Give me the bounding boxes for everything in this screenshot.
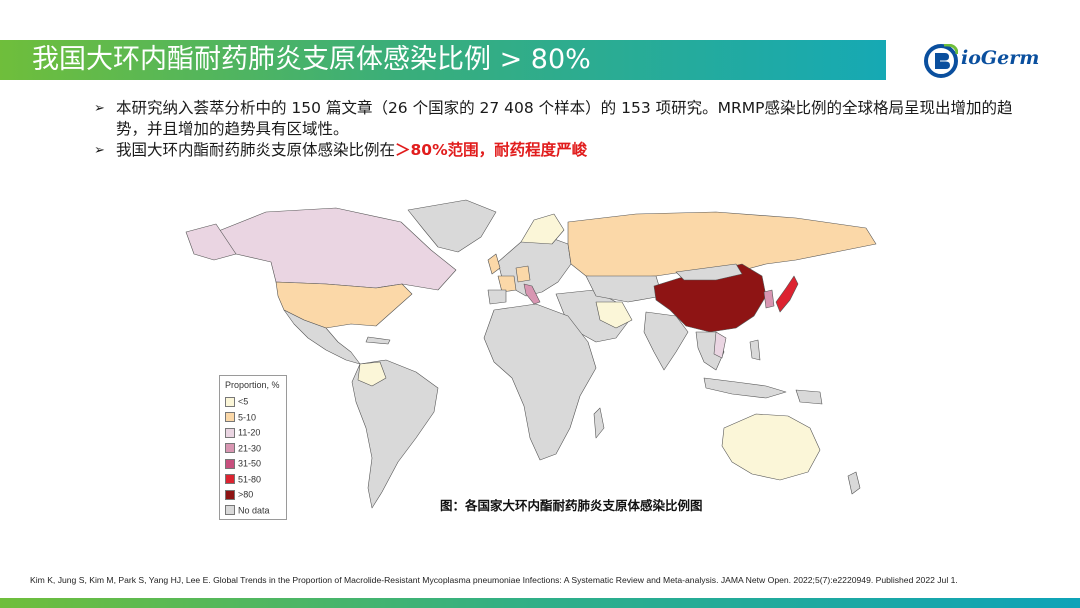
- bullet-text-2: 我国大环内酯耐药肺炎支原体感染比例在: [116, 141, 396, 159]
- legend-label: No data: [238, 505, 270, 516]
- legend-swatch: [225, 396, 235, 407]
- legend-item: 21-30: [225, 443, 261, 455]
- legend-item: 11-20: [225, 427, 260, 439]
- arrow-bullet-icon: ➢: [94, 143, 105, 158]
- map-png: [795, 389, 823, 405]
- map-scandinavia: [520, 213, 565, 245]
- citation: Kim K, Jung S, Kim M, Park S, Yang HJ, L…: [30, 575, 958, 585]
- legend-swatch: [225, 489, 235, 500]
- logo-text: ioGerm: [961, 47, 1040, 69]
- legend-swatch: [225, 443, 235, 454]
- legend-label: >80: [238, 489, 254, 500]
- legend-item: No data: [225, 505, 270, 517]
- legend-label: 31-50: [238, 458, 262, 469]
- legend-label: 11-20: [238, 427, 261, 438]
- legend-swatch: [225, 474, 235, 485]
- legend-swatch: [225, 427, 235, 438]
- map-russia: [567, 211, 877, 279]
- legend-label: 21-30: [238, 443, 262, 454]
- map-italy: [523, 283, 541, 305]
- map-alaska: [185, 223, 237, 261]
- page-title: 我国大环内酯耐药肺炎支原体感染比例 > 80%: [32, 44, 591, 75]
- biogerm-logo-icon: [924, 44, 958, 78]
- legend-title: Proportion, %: [225, 380, 280, 390]
- map-france: [497, 275, 517, 293]
- legend-swatch: [225, 412, 235, 423]
- legend-item: <5: [225, 396, 248, 408]
- bullet-highlight: ＞80%范围，耐药程度严峻: [395, 141, 588, 159]
- map-uk: [487, 253, 501, 275]
- legend-item: 5-10: [225, 412, 256, 424]
- map-korea: [763, 289, 775, 309]
- map-india: [643, 311, 689, 371]
- legend-item: 51-80: [225, 474, 261, 486]
- map-caribbean: [365, 336, 391, 345]
- bottom-bar: [0, 598, 1080, 608]
- map-legend: Proportion, % <5 5-10 11-20 21-30 31-50 …: [219, 375, 287, 520]
- map-south-america: [351, 359, 439, 509]
- map-spain: [487, 289, 507, 305]
- map-germany: [515, 265, 531, 283]
- map-vietnam: [713, 331, 727, 359]
- figure-caption: 图：各国家大环内酯耐药肺炎支原体感染比例图: [440, 498, 703, 513]
- bullet-text-1: 本研究纳入荟萃分析中的 150 篇文章（26 个国家的 27 408 个样本）的…: [116, 99, 1013, 138]
- map-madagascar: [593, 407, 605, 439]
- world-map-figure: [176, 192, 886, 522]
- map-new-zealand: [847, 471, 861, 495]
- legend-swatch: [225, 505, 235, 516]
- map-indonesia: [703, 377, 787, 399]
- title-bar: 我国大环内酯耐药肺炎支原体感染比例 > 80%: [0, 40, 886, 80]
- map-mongolia: [675, 263, 743, 281]
- map-africa: [483, 303, 597, 461]
- bullet-list: ➢ 本研究纳入荟萃分析中的 150 篇文章（26 个国家的 27 408 个样本…: [94, 98, 1014, 161]
- bullet-item-2: ➢ 我国大环内酯耐药肺炎支原体感染比例在＞80%范围，耐药程度严峻: [94, 140, 1014, 161]
- map-japan: [775, 275, 799, 313]
- legend-label: 51-80: [238, 474, 262, 485]
- biogerm-logo: ioGerm: [924, 40, 1044, 84]
- bullet-item-1: ➢ 本研究纳入荟萃分析中的 150 篇文章（26 个国家的 27 408 个样本…: [94, 98, 1014, 140]
- map-philippines: [749, 339, 761, 361]
- map-central-asia: [585, 275, 663, 303]
- arrow-bullet-icon: ➢: [94, 101, 105, 116]
- legend-label: <5: [238, 396, 249, 407]
- legend-item: >80: [225, 489, 253, 501]
- map-australia: [721, 413, 821, 481]
- map-canada: [215, 207, 457, 291]
- legend-swatch: [225, 458, 235, 469]
- map-colombia: [357, 361, 387, 387]
- legend-item: 31-50: [225, 458, 261, 470]
- legend-label: 5-10: [238, 412, 257, 423]
- map-greenland: [407, 199, 497, 253]
- world-map: [176, 192, 886, 522]
- map-iran: [595, 301, 633, 329]
